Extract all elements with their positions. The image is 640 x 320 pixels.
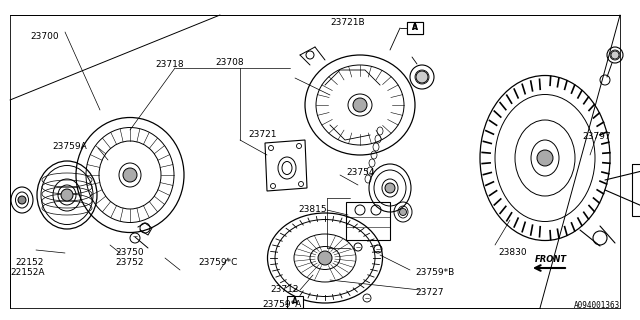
FancyBboxPatch shape: [407, 22, 423, 34]
Text: 23750: 23750: [115, 248, 143, 257]
Text: 23700: 23700: [30, 32, 59, 41]
Text: 23759*B: 23759*B: [415, 268, 454, 277]
Text: A: A: [292, 298, 298, 307]
Text: 23727: 23727: [415, 288, 444, 297]
FancyBboxPatch shape: [287, 296, 303, 308]
Circle shape: [537, 150, 553, 166]
Circle shape: [385, 183, 395, 193]
Text: 22152A: 22152A: [10, 268, 45, 277]
Text: A094001363: A094001363: [573, 301, 620, 310]
Text: A: A: [412, 23, 418, 33]
Text: 23815: 23815: [298, 205, 326, 214]
Bar: [346, 202, 390, 240]
Circle shape: [353, 98, 367, 112]
Circle shape: [123, 168, 137, 182]
Bar: [632, 164, 640, 216]
Text: 23752: 23752: [115, 258, 143, 267]
Circle shape: [399, 209, 406, 215]
FancyBboxPatch shape: [407, 22, 423, 34]
Text: 23830: 23830: [498, 248, 527, 257]
Text: 23759*A: 23759*A: [262, 300, 301, 309]
Text: 23708: 23708: [215, 58, 244, 67]
Text: 23721: 23721: [248, 130, 276, 139]
Text: 23759A: 23759A: [52, 142, 87, 151]
Text: FRONT: FRONT: [535, 255, 567, 264]
Circle shape: [18, 196, 26, 204]
Text: 23712: 23712: [270, 285, 298, 294]
Circle shape: [318, 251, 332, 265]
Text: 23759*C: 23759*C: [198, 258, 237, 267]
Text: 23721B: 23721B: [330, 18, 365, 27]
Polygon shape: [265, 140, 307, 191]
Circle shape: [611, 51, 619, 59]
Circle shape: [416, 71, 428, 83]
Text: 23754: 23754: [346, 168, 374, 177]
Text: 23718: 23718: [155, 60, 184, 69]
Text: 22152: 22152: [15, 258, 44, 267]
Text: 23797: 23797: [582, 132, 611, 141]
Circle shape: [61, 189, 73, 201]
Text: A: A: [412, 23, 418, 33]
